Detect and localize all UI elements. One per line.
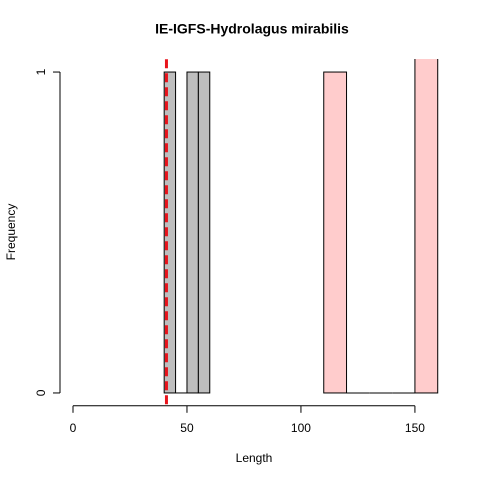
bar (414, 59, 439, 394)
y-tick-label: 0 (34, 389, 48, 396)
x-tick-label: 150 (405, 421, 425, 435)
chart-title: IE-IGFS-Hydrolagus mirabilis (155, 21, 349, 37)
y-axis-label: Frequency (4, 204, 18, 261)
x-tick-label: 50 (180, 421, 194, 435)
y-tick-label: 1 (34, 68, 48, 75)
bar (186, 71, 199, 394)
bar (197, 71, 211, 394)
x-axis-label: Length (236, 451, 273, 465)
x-tick-label: 0 (70, 421, 77, 435)
bar (323, 71, 348, 394)
x-tick-label: 100 (291, 421, 311, 435)
plot-area (163, 59, 439, 406)
bar (163, 71, 177, 394)
